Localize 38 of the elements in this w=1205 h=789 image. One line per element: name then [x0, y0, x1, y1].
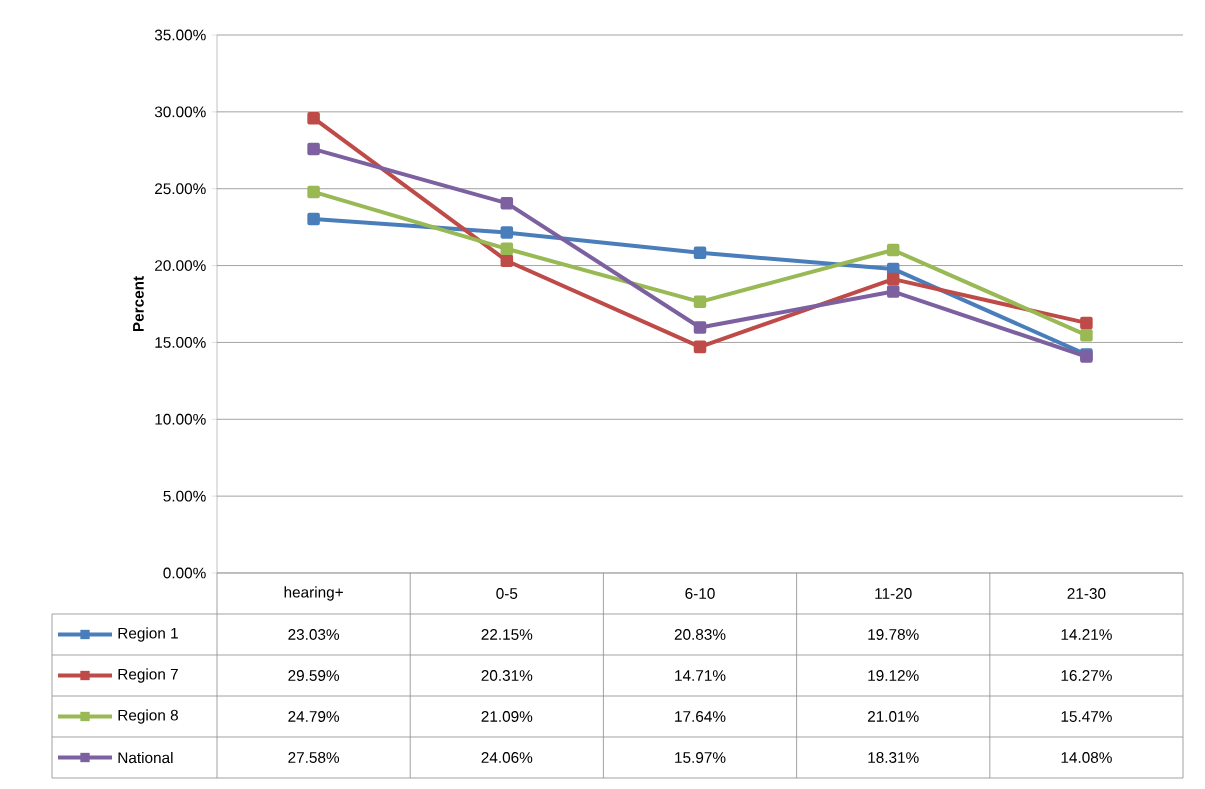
data-label: 19.12%: [868, 670, 919, 681]
x-tick-label: 21-30: [1067, 588, 1106, 599]
y-tick-label: 5.00%: [163, 490, 206, 502]
x-tick-label: 0-5: [496, 588, 518, 599]
y-tick-label: 30.00%: [154, 106, 206, 118]
legend-label: Region 8: [118, 709, 178, 724]
data-label: 18.31%: [868, 752, 919, 763]
data-label: 29.59%: [288, 670, 340, 681]
data-label: 19.78%: [868, 629, 919, 640]
x-tick-label: 6-10: [685, 588, 715, 599]
data-label: 14.08%: [1061, 752, 1112, 763]
data-label: 17.64%: [675, 711, 726, 722]
data-label: 15.97%: [675, 752, 726, 763]
legend-label: Region 1: [118, 627, 178, 642]
legend-label: National: [118, 751, 173, 764]
data-label: 22.15%: [481, 629, 533, 640]
data-label: 20.31%: [481, 670, 533, 681]
data-label: 23.03%: [288, 629, 340, 640]
data-label: 20.83%: [674, 629, 726, 640]
data-label: 15.47%: [1061, 711, 1112, 722]
x-tick-label: 11-20: [875, 588, 912, 599]
y-axis-title: Percent: [133, 276, 144, 332]
data-label: 21.01%: [867, 711, 919, 722]
data-label: 24.79%: [288, 711, 340, 722]
y-tick-label: 10.00%: [155, 413, 206, 425]
y-tick-label: 0.00%: [163, 567, 206, 579]
y-tick-label: 35.00%: [154, 29, 206, 41]
data-label: 14.21%: [1061, 629, 1112, 640]
data-label: 21.09%: [481, 711, 533, 722]
y-tick-label: 25.00%: [155, 183, 206, 195]
x-tick-label: hearing+: [284, 586, 343, 601]
y-tick-label: 20.00%: [155, 260, 206, 271]
data-label: 14.71%: [675, 670, 726, 681]
legend-label: Region 7: [118, 668, 178, 683]
data-label: 16.27%: [1061, 670, 1112, 681]
data-label: 27.58%: [288, 752, 340, 763]
y-tick-label: 15.00%: [155, 337, 206, 348]
data-label: 24.06%: [481, 752, 533, 763]
